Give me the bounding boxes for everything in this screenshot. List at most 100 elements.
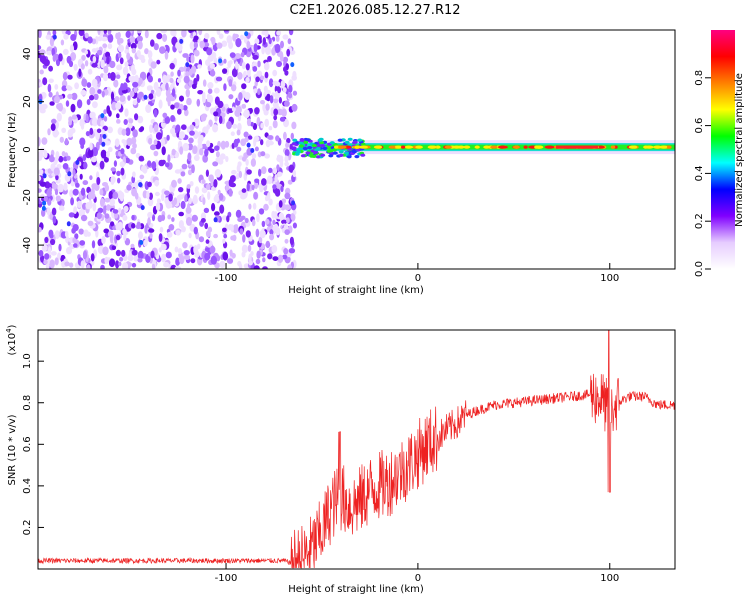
spectrogram-cell: [131, 188, 138, 197]
spectrogram-cell: [108, 258, 116, 268]
spectrogram-cell: [124, 61, 129, 68]
spectrogram-cell: [249, 107, 253, 114]
spectrogram-cell: [244, 92, 251, 100]
spectrogram-cell: [96, 177, 101, 185]
spectrogram-cell: [178, 131, 186, 140]
spectrogram-cell: [167, 154, 171, 163]
spectrogram-cell: [51, 118, 57, 124]
spectrogram-cell: [184, 84, 189, 90]
spectrogram-cell: [124, 238, 131, 246]
spectrogram-cell: [198, 236, 205, 243]
spectrogram-cell: [87, 220, 94, 226]
spectrogram-cell: [187, 152, 192, 162]
spectrogram-cell: [354, 145, 360, 149]
spectrogram-cell: [101, 36, 108, 42]
spectrogram-cell: [360, 153, 366, 157]
spectrogram-cell: [193, 154, 200, 161]
spectrogram-cell: [61, 127, 67, 133]
spectrogram-cell: [213, 195, 220, 203]
spectrogram-cell: [119, 161, 126, 168]
spectrogram-cell: [256, 213, 260, 223]
spectrogram-cell: [631, 145, 638, 149]
spectrogram-cell: [181, 124, 187, 130]
spectrogram-cell: [118, 207, 122, 214]
spectrogram-ytick-label: 40: [22, 48, 33, 61]
spectrogram-cell: [185, 71, 190, 78]
spectrogram-cell: [78, 228, 84, 235]
spectrogram-cell: [253, 135, 260, 142]
spectrogram-cell: [102, 134, 107, 139]
spectrogram-cell: [201, 179, 206, 184]
spectrogram-cell: [86, 264, 91, 269]
spectrogram-cell: [96, 49, 103, 56]
spectrogram-cell: [102, 43, 108, 48]
spectrogram-cell: [132, 142, 137, 149]
spectrogram-cell: [214, 169, 222, 178]
spectrogram-cell: [91, 78, 98, 88]
spectrogram-ytick-label: 20: [22, 95, 33, 108]
spectrogram-cell: [174, 127, 179, 134]
spectrogram-cell: [123, 119, 128, 125]
spectrogram-cell: [92, 202, 97, 212]
spectrogram-cell: [100, 264, 105, 269]
spectrogram-cell: [103, 30, 107, 34]
spectrogram-cell: [181, 30, 187, 38]
spectrogram-cell: [48, 65, 53, 72]
spectrogram-cell: [102, 246, 109, 256]
spectrogram-cell: [121, 139, 126, 144]
spectrogram-cell: [132, 171, 136, 178]
spectrogram-cell: [147, 181, 152, 188]
spectrogram-cell: [100, 149, 107, 159]
spectrogram-cell: [281, 219, 287, 225]
spectrogram-cell: [56, 112, 62, 122]
spectrogram-cell: [68, 60, 74, 68]
spectrogram-cell: [42, 77, 48, 86]
spectrogram-cell: [38, 188, 42, 193]
spectrogram-cell: [79, 173, 83, 180]
spectrogram-cell: [147, 75, 153, 83]
spectrogram-cell: [373, 145, 382, 149]
spectrogram-cell: [182, 105, 188, 111]
spectrogram-cell: [43, 59, 50, 67]
spectrogram-cell: [108, 190, 114, 200]
spectrogram-cell: [230, 224, 234, 233]
spectrogram-cell: [261, 46, 265, 55]
spectrogram-cell: [186, 97, 192, 106]
spectrogram-cell: [171, 179, 177, 188]
spectrogram-cell: [173, 57, 177, 65]
spectrogram-cell: [234, 61, 239, 70]
spectrogram-cell: [199, 40, 205, 49]
spectrogram-cell: [223, 30, 229, 33]
spectrogram-cell: [143, 94, 148, 100]
spectrogram-cell: [232, 234, 237, 242]
spectrogram-cell: [83, 229, 89, 237]
spectrogram-cell: [240, 194, 247, 200]
spectrogram-cell: [189, 41, 196, 50]
snr-ytick-label: 0.4: [22, 478, 33, 494]
spectrogram-cell: [119, 193, 124, 202]
spectrogram-cell: [61, 85, 68, 92]
spectrogram-cell: [74, 82, 79, 90]
spectrogram-cell: [284, 238, 289, 244]
snr-xlabel: Height of straight line (km): [288, 584, 424, 595]
spectrogram-cell: [125, 30, 131, 38]
spectrogram-cell: [41, 208, 46, 217]
spectrogram-cell: [160, 30, 167, 34]
spectrogram-cell: [146, 85, 152, 91]
spectrogram-cell: [415, 145, 423, 149]
spectrogram-cell: [191, 214, 198, 222]
spectrogram-cell: [54, 84, 59, 90]
spectrogram-cell: [177, 69, 181, 77]
spectrogram-cell: [272, 184, 277, 190]
spectrogram-cell: [70, 52, 77, 61]
spectrogram-cell: [237, 161, 242, 167]
spectrogram-cell: [91, 240, 96, 249]
spectrogram-cell: [211, 51, 217, 59]
spectrogram-cell: [127, 123, 133, 129]
spectrogram-cell: [209, 245, 216, 254]
spectrogram-cell: [169, 62, 175, 70]
spectrogram-cell: [38, 250, 44, 257]
spectrogram-cell: [70, 103, 76, 113]
spectrogram-cell: [277, 254, 284, 263]
spectrogram-cell: [65, 100, 70, 107]
